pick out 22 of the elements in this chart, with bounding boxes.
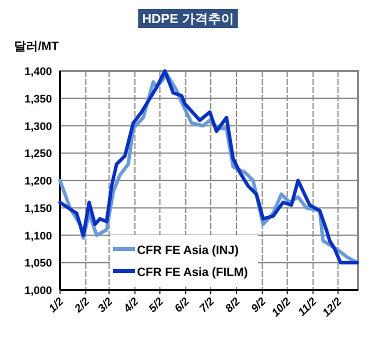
- y-tick-label: 1,100: [24, 230, 52, 242]
- y-tick-label: 1,250: [24, 148, 52, 160]
- x-tick-label: 9/2: [249, 296, 268, 315]
- y-tick-label: 1,000: [24, 285, 52, 297]
- chart-title: HDPE 가격추이: [142, 11, 234, 26]
- y-axis-title: 달러/MT: [14, 39, 60, 53]
- x-tick-label: 6/2: [172, 296, 192, 315]
- y-tick-label: 1,300: [24, 120, 52, 133]
- y-tick-label: 1,400: [24, 66, 52, 78]
- x-tick-label: 4/2: [121, 296, 142, 316]
- x-tick-label: 5/2: [146, 296, 166, 315]
- x-tick-label: 3/2: [96, 296, 116, 315]
- x-tick-label: 1/2: [46, 296, 66, 315]
- y-tick-label: 1,150: [24, 202, 52, 215]
- y-tick-label: 1,350: [24, 93, 52, 106]
- x-tick-label: 8/2: [223, 296, 243, 315]
- x-tick-label: 2/2: [72, 296, 92, 316]
- legend-label: CFR FE Asia (INJ): [137, 243, 239, 257]
- x-tick-label: 7/2: [197, 296, 217, 315]
- y-tick-label: 1,050: [24, 258, 52, 270]
- legend-label: CFR FE Asia (FILM): [137, 265, 248, 279]
- y-tick-label: 1,200: [24, 176, 52, 188]
